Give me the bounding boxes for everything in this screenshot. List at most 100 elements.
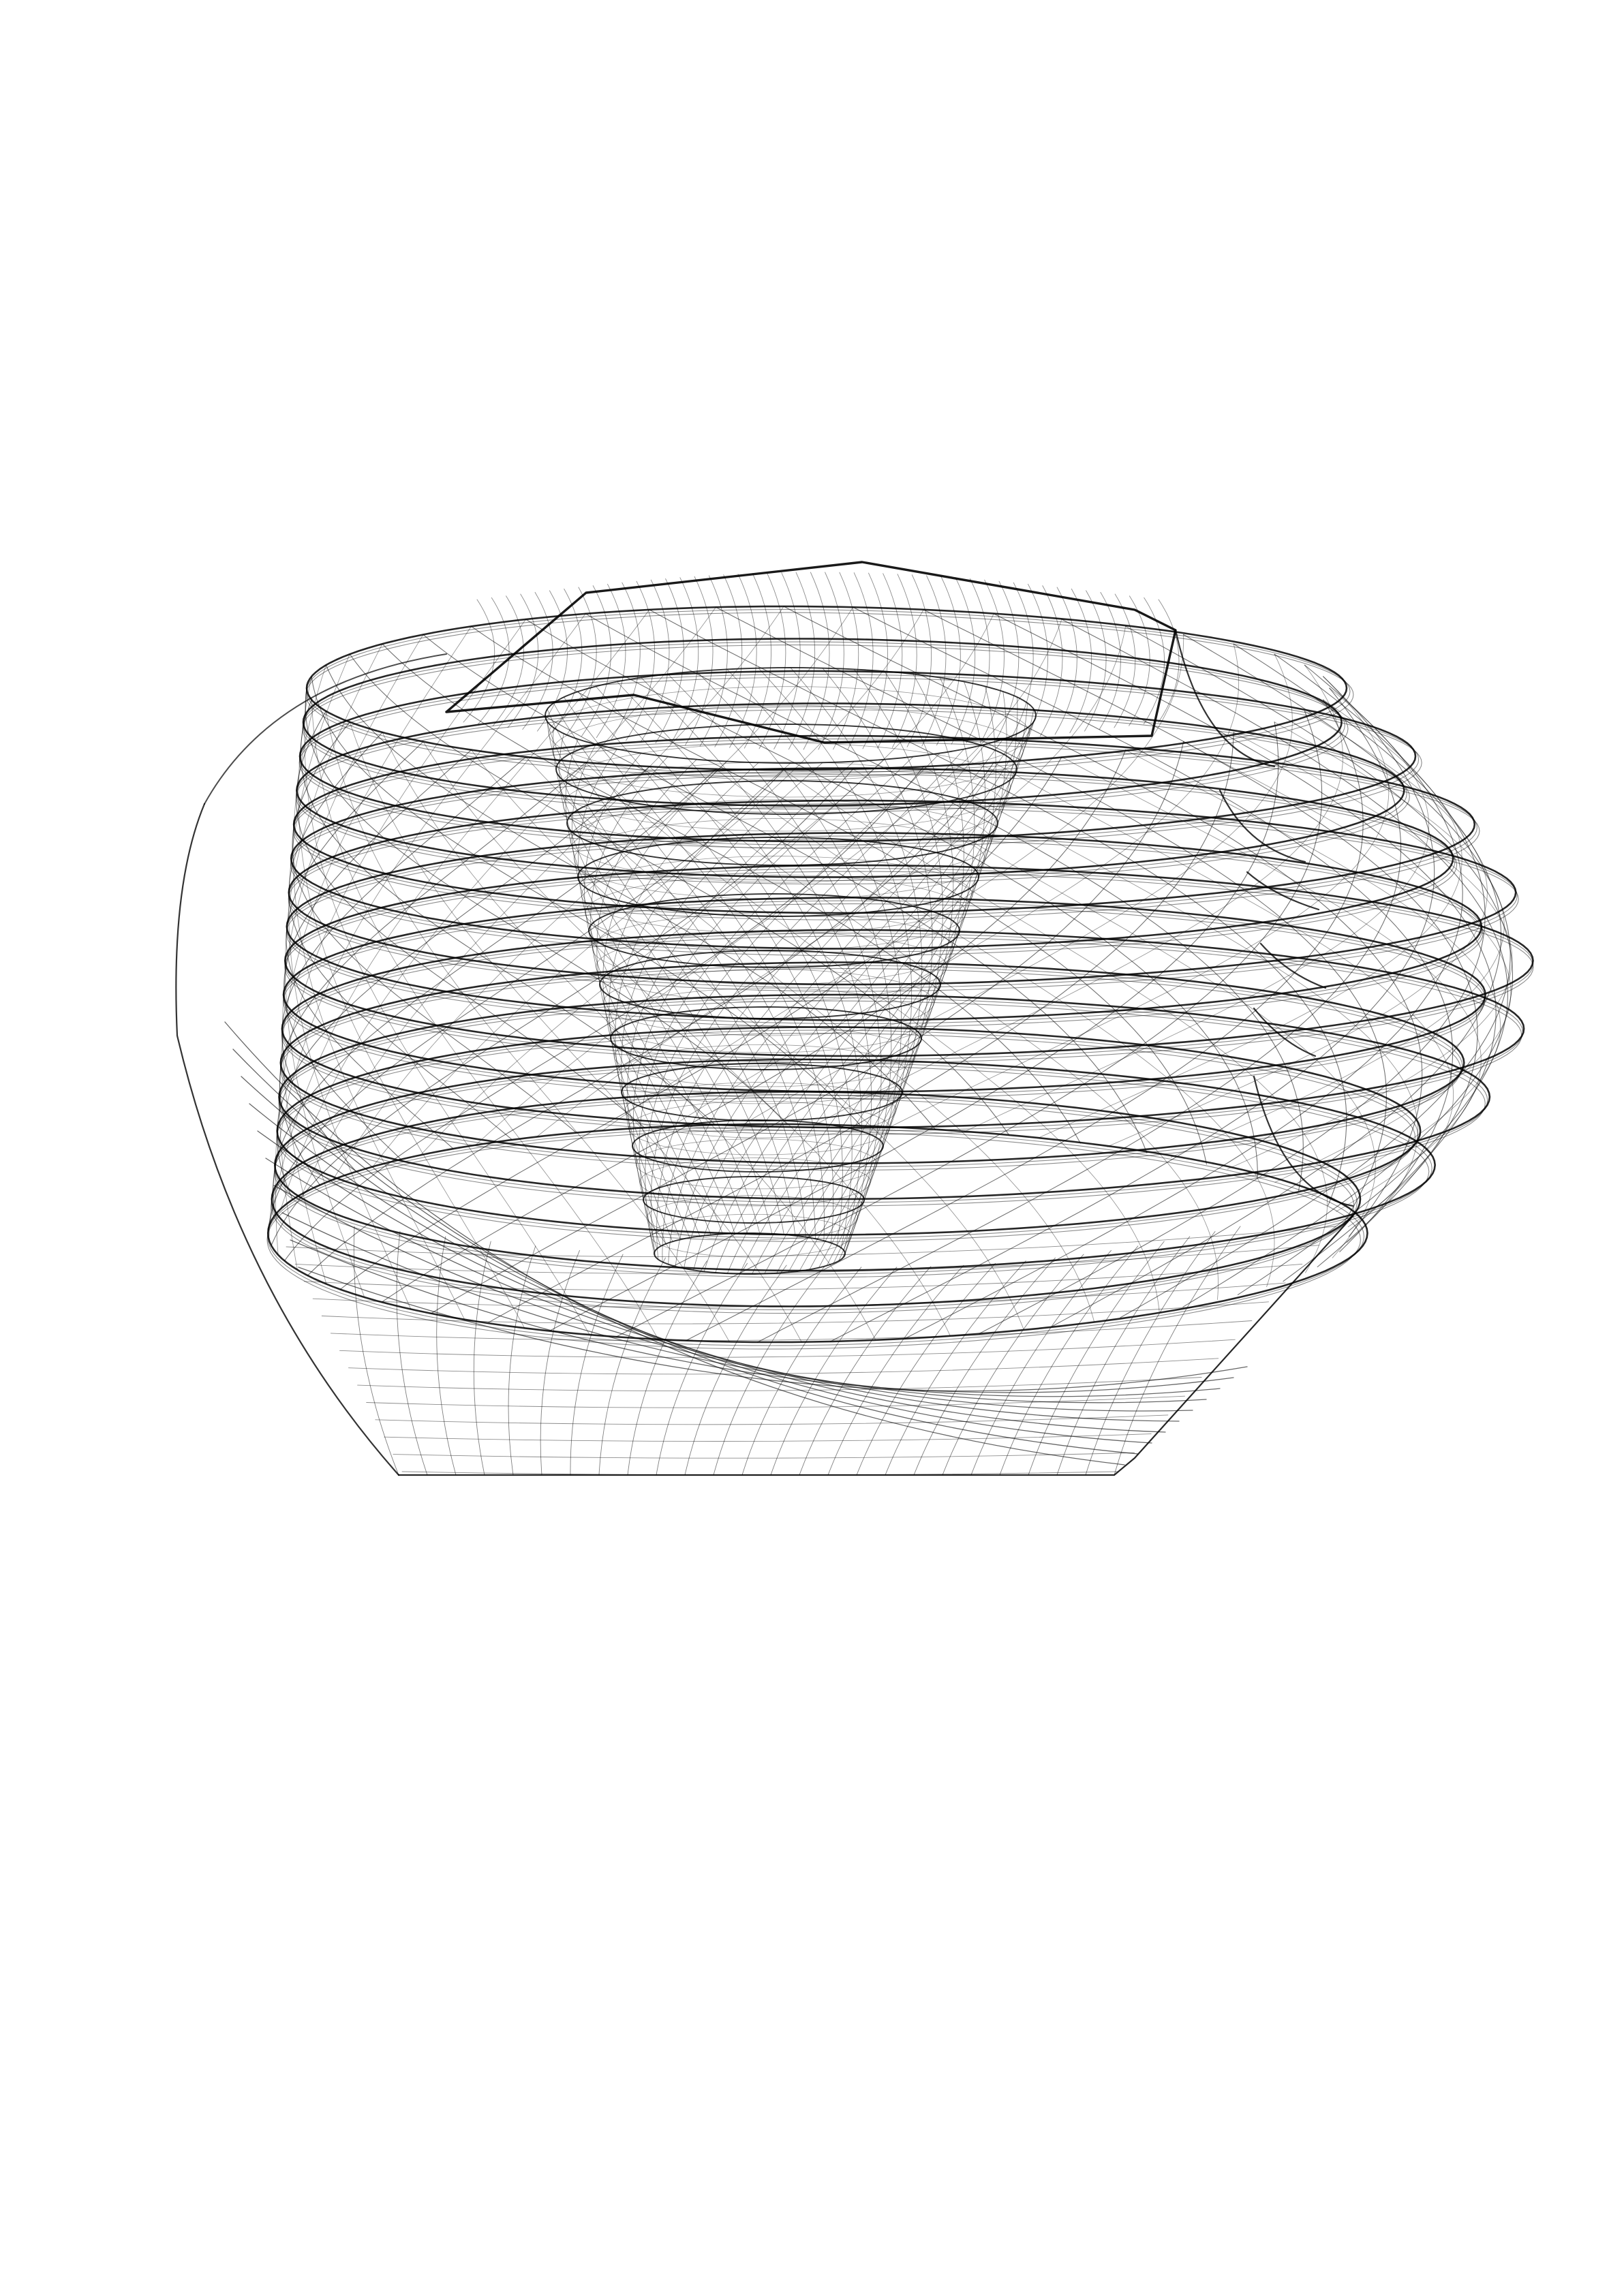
mesh-strand-133 [536, 625, 1127, 1137]
top-cap-mesh-171 [921, 575, 947, 747]
skirt-rib-284 [627, 1260, 707, 1476]
skirt-rib-279 [473, 1241, 491, 1476]
cone-strand-249 [545, 715, 806, 1238]
skirt-band-307 [330, 1320, 1253, 1341]
thread-crest-189 [1219, 789, 1306, 863]
mesh-strand-121 [285, 643, 383, 1298]
thread-crest-190 [1246, 871, 1320, 911]
top-cap-mesh-175 [981, 579, 1005, 743]
top-cap-mesh-152 [640, 579, 670, 743]
top-cap-mesh-172 [936, 576, 961, 746]
sweep-curve-317 [232, 1049, 1139, 1455]
mesh-strand-73 [305, 687, 788, 1125]
cone-strand-257 [667, 674, 882, 1256]
skirt-rib-295 [942, 1254, 1084, 1476]
left-profile-274 [175, 803, 400, 1476]
sweep-curve-323 [281, 1212, 1221, 1397]
skirt-band-311 [366, 1395, 1185, 1408]
mesh-strand-68 [286, 741, 454, 1149]
mesh-strand-104 [923, 766, 1418, 1243]
cone-strand-248 [547, 721, 796, 1236]
mesh-strand-114 [349, 722, 802, 1343]
mesh-strand-135 [671, 643, 1240, 1127]
cone-strand-256 [641, 677, 872, 1254]
cone-strand-232 [645, 753, 940, 1255]
thread-ring-46 [271, 1094, 1358, 1311]
mesh-strand-64 [277, 766, 650, 1200]
top-cap-mesh-177 [1010, 582, 1034, 740]
top-cap-mesh-179 [1039, 585, 1063, 736]
mesh-strand-54 [549, 722, 1279, 1332]
cone-strand-229 [662, 739, 1004, 1262]
skirt-band-315 [401, 1471, 1118, 1476]
mesh-strand-85 [853, 606, 1454, 1252]
mesh-strand-60 [284, 766, 924, 1262]
skirt-band-304 [303, 1263, 1303, 1291]
top-cap-mesh-167 [862, 572, 888, 749]
mesh-strand-137 [815, 664, 1343, 1126]
thread-ring-7 [299, 674, 1420, 846]
cone-strand-230 [656, 744, 985, 1260]
top-cap-mesh-159 [744, 573, 771, 749]
top-cap-mesh-165 [833, 572, 859, 750]
top-cap-mesh-147 [566, 587, 597, 735]
sweep-curve-321 [265, 1158, 1193, 1412]
top-cap-mesh-162 [788, 572, 816, 750]
top-cap-mesh-184 [1114, 593, 1136, 728]
mesh-strand-62 [268, 769, 784, 1230]
thread-ring-50 [266, 1130, 1361, 1350]
thread-ring-15 [290, 767, 1454, 950]
skirt-band-302 [286, 1226, 1336, 1257]
skirt-rib-289 [770, 1267, 898, 1476]
thread-ring-47 [271, 1098, 1355, 1314]
skirt-rib-286 [684, 1265, 787, 1476]
mesh-strand-76 [349, 653, 1010, 1136]
cone-strand-255 [617, 681, 862, 1251]
left-profile-275 [204, 653, 447, 805]
mesh-strand-102 [1061, 756, 1482, 1212]
top-cap-mesh-187 [1158, 599, 1180, 723]
top-cap-mesh-173 [951, 577, 976, 745]
mesh-strand-63 [273, 769, 716, 1215]
skirt-rib-282 [570, 1254, 624, 1476]
cone-strand-271 [715, 702, 1028, 1273]
skirt-rib-291 [827, 1265, 964, 1476]
thread-crest-188 [1174, 629, 1276, 768]
cone-strand-266 [776, 677, 975, 1274]
mesh-strand-65 [279, 762, 586, 1185]
skirt-band-313 [384, 1433, 1152, 1442]
cone-ring-198 [559, 743, 1011, 832]
top-cap-mesh-151 [626, 580, 655, 741]
wireframe-vessel [175, 561, 1534, 1476]
mesh-strand-92 [979, 653, 1486, 1334]
mesh-strand-118 [298, 676, 525, 1329]
mesh-strand-110 [525, 756, 1094, 1322]
thread-crest-193 [1253, 1075, 1354, 1207]
mesh-strand-138 [889, 676, 1390, 1128]
sweep-curve-316 [224, 1021, 1125, 1465]
base-edge-273 [397, 1215, 1354, 1476]
top-cap-mesh-164 [818, 572, 844, 750]
cone-strand-243 [578, 749, 735, 1234]
mesh-strand-113 [382, 732, 876, 1341]
top-cap-mesh-180 [1054, 587, 1077, 735]
skirt-band-306 [321, 1301, 1269, 1324]
cone-strand-267 [764, 681, 985, 1274]
mesh-strand-107 [715, 769, 1275, 1288]
thread-ring-12 [292, 734, 1476, 914]
mesh-strand-117 [304, 687, 590, 1335]
skirt-band-310 [357, 1377, 1202, 1392]
top-cap-mesh-157 [714, 574, 743, 747]
top-cap-mesh-169 [891, 574, 917, 748]
sweep-curve-325 [298, 1267, 1248, 1392]
mesh-strand-97 [1107, 711, 1488, 1147]
skirt-rib-276 [353, 1226, 399, 1476]
skirt-band-312 [375, 1414, 1169, 1425]
mesh-strand-98 [1170, 722, 1505, 1158]
top-cap-mesh-163 [803, 572, 830, 750]
top-cap-mesh-154 [670, 577, 699, 745]
thread-ring-5 [302, 645, 1349, 813]
mesh-strand-130 [372, 609, 924, 1167]
mesh-strand-77 [382, 643, 1081, 1144]
